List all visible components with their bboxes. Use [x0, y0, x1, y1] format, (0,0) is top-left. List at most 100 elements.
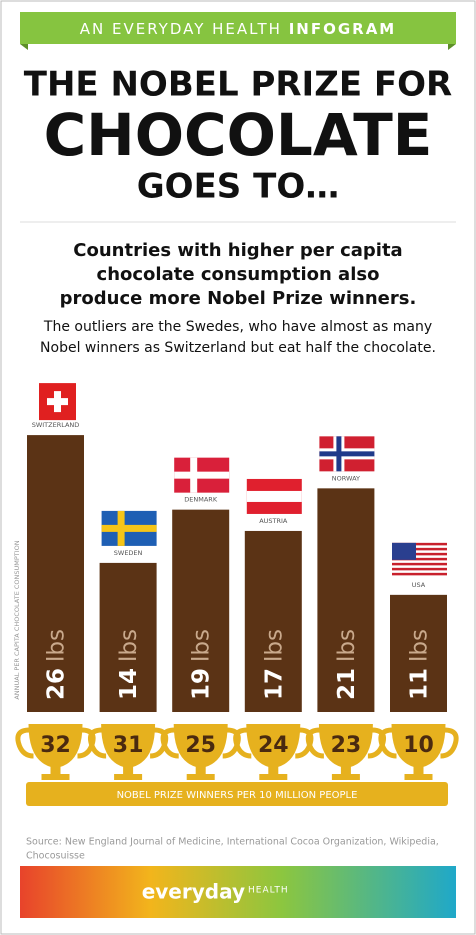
flag	[174, 471, 230, 479]
flag-group	[39, 383, 76, 421]
trophy-cup	[318, 724, 373, 768]
trophy-cup	[101, 724, 156, 768]
trophy-stem	[195, 766, 206, 776]
flag	[392, 562, 447, 566]
value-label: 26 lbs	[43, 629, 69, 700]
flag	[101, 524, 157, 532]
value-number: 14	[116, 668, 142, 700]
nobel-value: 23	[331, 733, 362, 758]
flag	[319, 451, 375, 457]
trophy-stem	[268, 766, 279, 776]
brand-sub: HEALTH	[248, 886, 289, 896]
trophy-stem	[50, 766, 61, 776]
trophy	[305, 724, 387, 780]
trophy	[15, 724, 96, 780]
nobel-value: 25	[185, 733, 216, 758]
trophy	[160, 724, 241, 780]
flag-group	[174, 457, 230, 493]
value-unit: lbs	[116, 629, 142, 662]
value-label: 17 lbs	[261, 629, 287, 700]
title-line: GOES TO…	[137, 167, 339, 207]
flag-group	[246, 478, 302, 514]
source-line: Chocosuisse	[26, 851, 85, 862]
value-number: 21	[333, 668, 359, 700]
nobel-band	[26, 782, 448, 806]
flag	[47, 398, 68, 406]
value-unit: lbs	[43, 629, 69, 662]
subtitle-line: Countries with higher per capita	[73, 240, 402, 261]
bar	[317, 488, 375, 712]
nobel-value: 24	[258, 733, 289, 758]
flag-group	[319, 436, 375, 472]
note-line: The outliers are the Swedes, who have al…	[43, 319, 432, 335]
value-number: 17	[261, 668, 287, 700]
trophy-base	[41, 774, 70, 780]
value-unit: lbs	[188, 629, 214, 662]
value-number: 11	[406, 668, 432, 700]
nobel-label: NOBEL PRIZE WINNERS PER 10 MILLION PEOPL…	[117, 790, 358, 801]
x-tick-label: AUSTRIA	[259, 517, 288, 525]
value-label: 19 lbs	[188, 629, 214, 700]
banner-light: AN EVERYDAY HEALTH	[80, 20, 282, 38]
value-number: 19	[188, 668, 214, 700]
nobel-value: 10	[403, 733, 434, 758]
trophy	[378, 724, 459, 780]
flag	[392, 557, 447, 561]
x-tick-label: NORWAY	[332, 474, 360, 482]
trophy-cup	[246, 724, 301, 768]
trophy-stem	[123, 766, 134, 776]
banner-text: AN EVERYDAY HEALTH INFOGRAM	[80, 20, 396, 38]
flag	[392, 567, 447, 571]
y-axis-label: ANNUAL PER CAPITA CHOCOLATE CONSUMPTION	[13, 540, 21, 699]
value-unit: lbs	[333, 629, 359, 662]
trophy-cup	[391, 724, 446, 768]
banner-bold: INFOGRAM	[289, 20, 397, 38]
trophy-cup	[28, 724, 83, 768]
bar	[99, 562, 157, 712]
trophy-base	[331, 774, 360, 780]
trophy-base	[404, 774, 433, 780]
note-line: Nobel winners as Switzerland but eat hal…	[40, 340, 436, 356]
x-tick-label: SWITZERLAND	[32, 421, 80, 429]
value-label: 11 lbs	[406, 629, 432, 700]
flag	[392, 542, 416, 560]
bar	[27, 435, 84, 712]
flag	[392, 547, 447, 551]
flag-group	[101, 510, 157, 546]
x-tick-label: DENMARK	[184, 496, 218, 504]
value-unit: lbs	[261, 629, 287, 662]
bar	[244, 530, 302, 712]
value-number: 26	[43, 668, 69, 700]
source-line: Source: New England Journal of Medicine,…	[26, 837, 439, 848]
trophy-cup	[173, 724, 228, 768]
x-tick-label: SWEDEN	[114, 549, 143, 557]
flag	[392, 572, 447, 576]
trophy-base	[186, 774, 215, 780]
trophy-stem	[340, 766, 351, 776]
bar	[390, 594, 447, 712]
title-line: CHOCOLATE	[44, 101, 433, 169]
trophy-handles	[378, 727, 459, 759]
subtitle-line: produce more Nobel Prize winners.	[60, 288, 417, 309]
value-label: 14 lbs	[116, 629, 142, 700]
subtitle-line: chocolate consumption also	[97, 264, 380, 285]
banner	[20, 12, 456, 44]
value-unit: lbs	[406, 629, 432, 662]
flag-group	[392, 542, 447, 576]
flag	[392, 552, 447, 556]
nobel-value: 31	[113, 733, 144, 758]
trophy-base	[114, 774, 143, 780]
footer-band	[20, 866, 456, 918]
bar	[172, 509, 230, 712]
trophy	[233, 724, 314, 780]
flag	[246, 490, 302, 502]
trophy-base	[259, 774, 288, 780]
title-line: THE NOBEL PRIZE FOR	[24, 65, 453, 105]
flag	[392, 542, 447, 546]
brand-name: everyday	[142, 880, 245, 904]
x-tick-label: USA	[412, 581, 426, 589]
trophy-stem	[413, 766, 424, 776]
value-label: 21 lbs	[333, 629, 359, 700]
